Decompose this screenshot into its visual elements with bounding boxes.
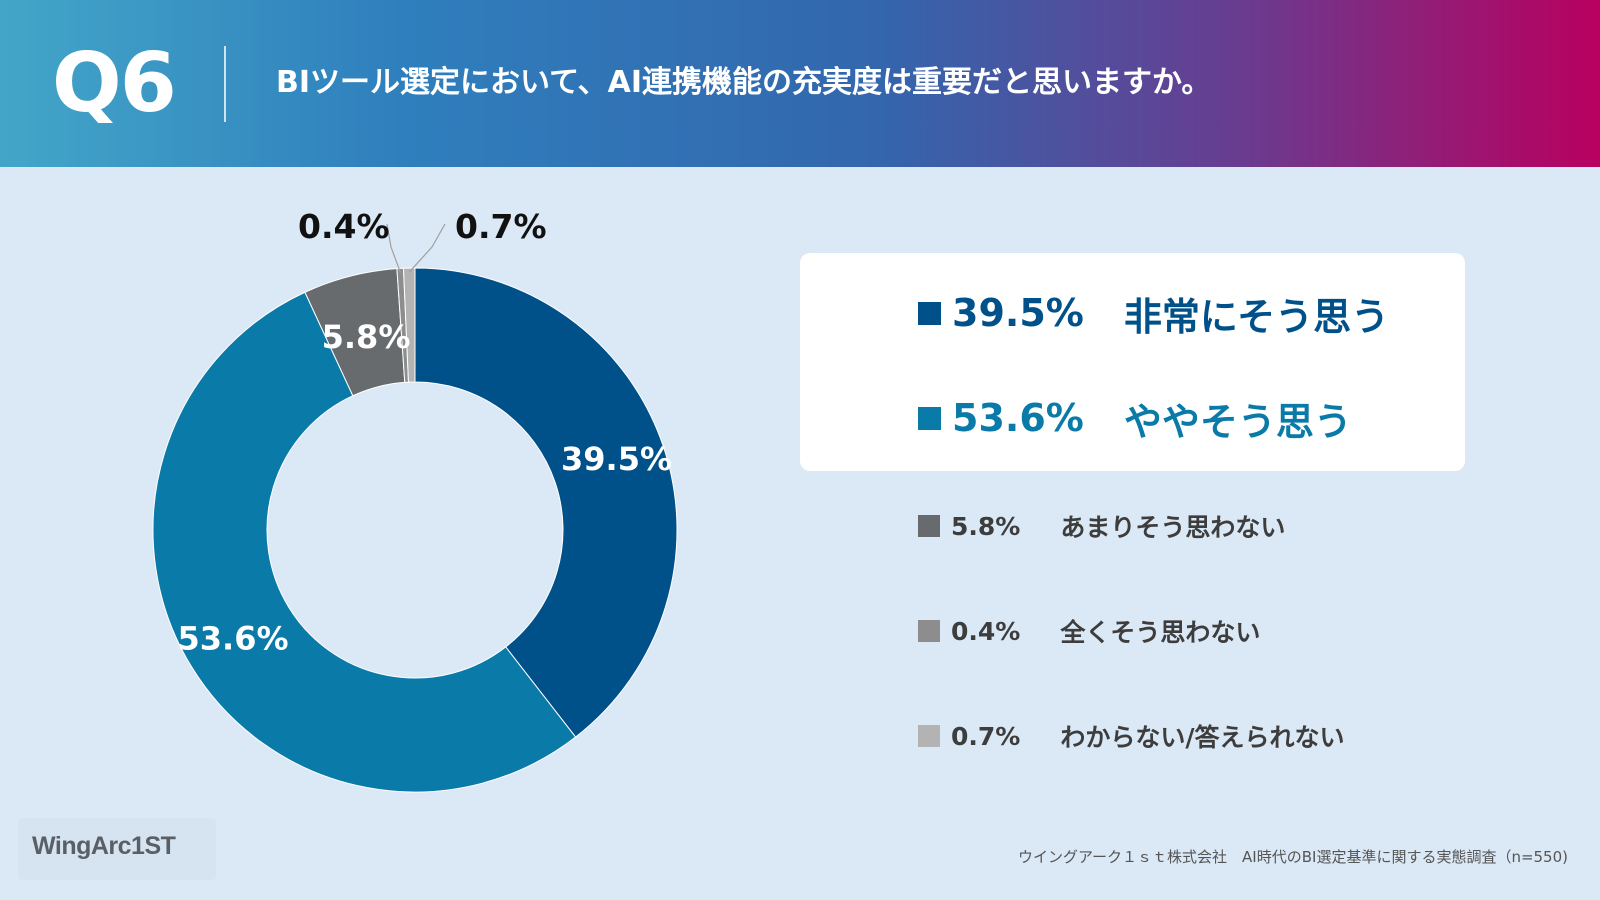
legend-item-somewhat-important: 53.6% ややそう思う bbox=[918, 392, 1352, 444]
donut-label-not-very-important: 5.8% bbox=[322, 318, 411, 356]
legend-pct: 53.6% bbox=[952, 396, 1084, 440]
donut-slice-somewhat-important bbox=[152, 291, 577, 793]
leader-line-dont-know bbox=[408, 223, 446, 273]
legend-swatch bbox=[918, 620, 940, 642]
legend-pct: 0.4% bbox=[951, 616, 1021, 646]
legend-pct: 5.8% bbox=[951, 511, 1021, 541]
donut-label-very-important: 39.5% bbox=[561, 440, 672, 478]
legend-label: 非常にそう思う bbox=[1123, 294, 1390, 339]
donut-chart: 39.5% 53.6% 5.8% bbox=[152, 223, 678, 793]
legend-item-not-important-at-all: 0.4% 全くそう思わない bbox=[918, 613, 1260, 649]
callout-label-0-4: 0.4% bbox=[298, 207, 390, 246]
source-note: ウイングアーク１ｓｔ株式会社 AI時代のBI選定基準に関する実態調査（n=550… bbox=[1017, 848, 1568, 866]
legend-label: 全くそう思わない bbox=[1060, 618, 1261, 647]
header-divider bbox=[224, 46, 226, 122]
legend-swatch bbox=[918, 406, 941, 430]
legend-pct: 0.7% bbox=[951, 721, 1021, 751]
donut-slice-very-important bbox=[414, 267, 678, 738]
question-number: Q6 bbox=[52, 36, 177, 131]
legend-item-dont-know: 0.7% わからない/答えられない bbox=[918, 718, 1344, 754]
legend-item-not-very-important: 5.8% あまりそう思わない bbox=[918, 508, 1285, 544]
legend-label: あまりそう思わない bbox=[1060, 513, 1286, 542]
legend-swatch bbox=[918, 725, 940, 747]
logo-wordmark: WingArc1ST bbox=[32, 832, 176, 860]
legend-pct: 39.5% bbox=[952, 291, 1084, 335]
callout-label-0-7: 0.7% bbox=[455, 207, 547, 246]
legend-label: ややそう思う bbox=[1123, 399, 1352, 444]
title-banner: Q6 BIツール選定において、AI連携機能の充実度は重要だと思いますか。 bbox=[0, 0, 1600, 167]
question-text: BIツール選定において、AI連携機能の充実度は重要だと思いますか。 bbox=[276, 65, 1212, 100]
leader-line-not-important-at-all bbox=[386, 223, 401, 273]
legend-swatch bbox=[918, 515, 940, 537]
company-logo: WingArc1ST bbox=[18, 818, 216, 880]
donut-label-somewhat-important: 53.6% bbox=[178, 620, 289, 658]
donut-slice-dont-know bbox=[402, 267, 416, 383]
legend-item-very-important: 39.5% 非常にそう思う bbox=[918, 287, 1389, 339]
legend-swatch bbox=[918, 301, 941, 325]
legend-highlight-box bbox=[800, 253, 1465, 471]
legend-label: わからない/答えられない bbox=[1060, 723, 1345, 752]
